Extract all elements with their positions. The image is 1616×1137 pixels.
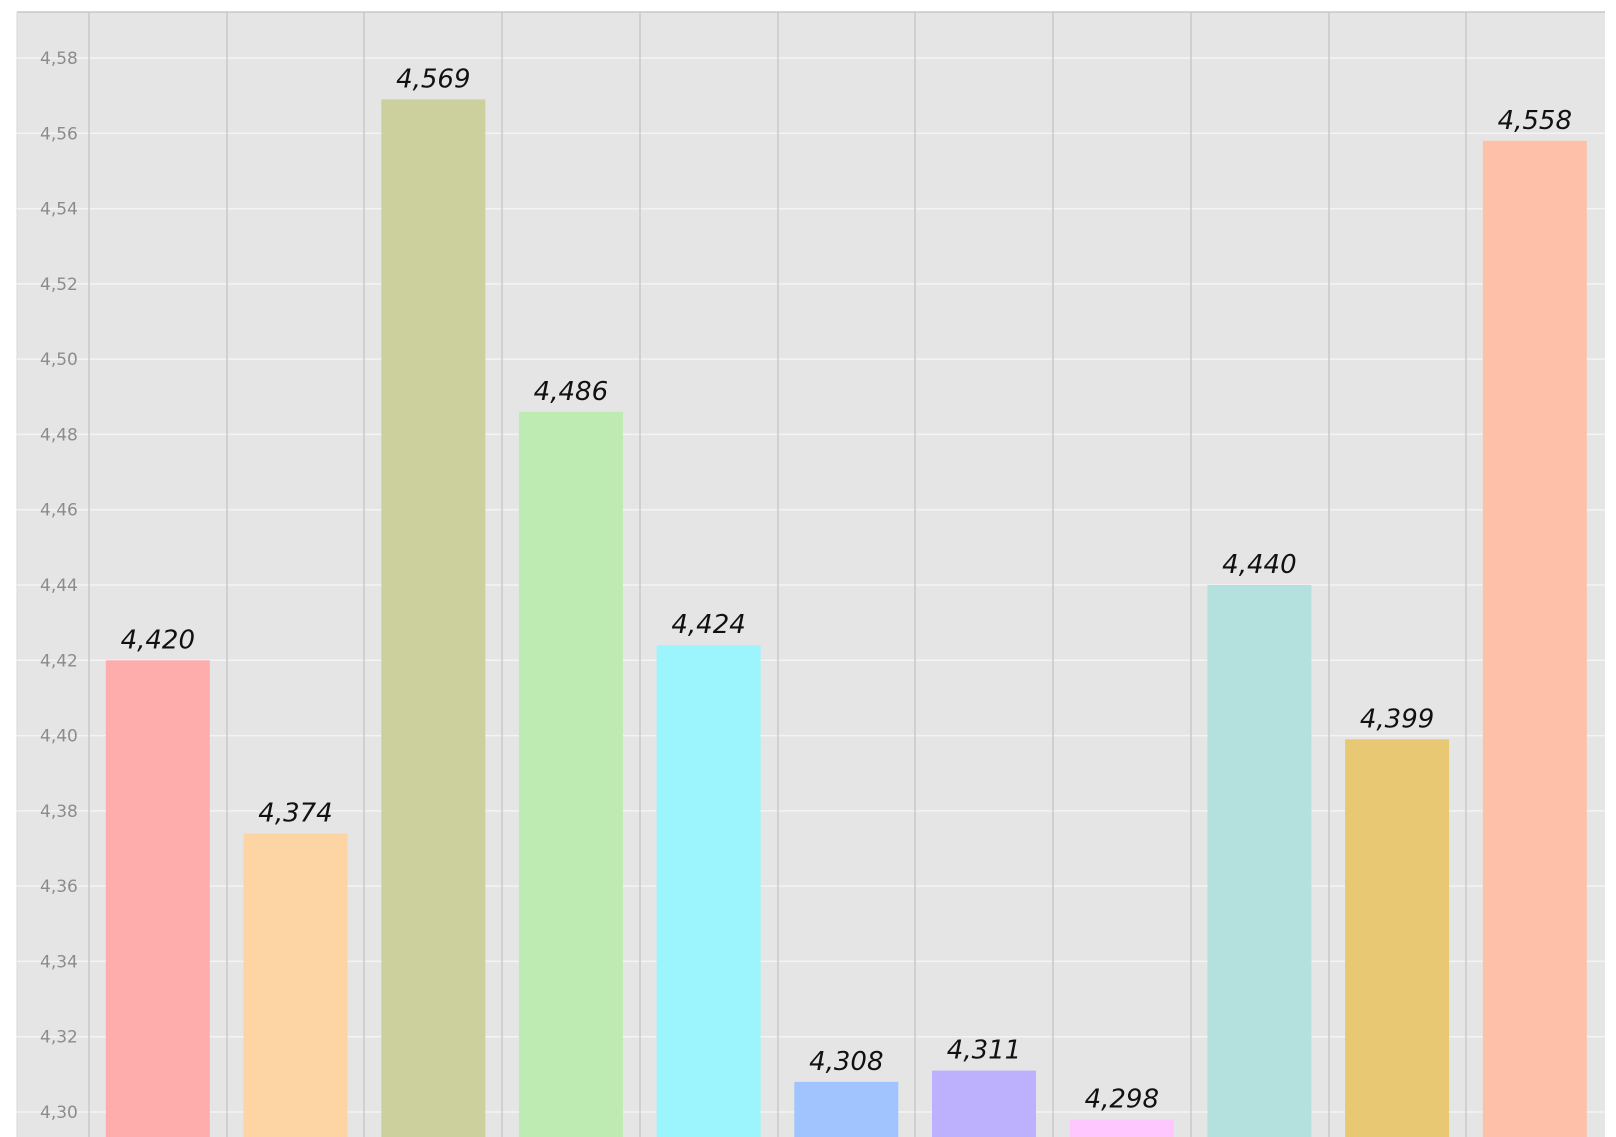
bar-value-label: 4,311 [947, 1036, 1021, 1066]
y-tick-label: 4,40 [40, 727, 78, 747]
y-tick-label: 4,52 [40, 275, 78, 295]
bars-group [105, 99, 1587, 1137]
bar [794, 1081, 899, 1137]
bar-value-label: 4,420 [121, 625, 195, 655]
bar [1345, 739, 1450, 1137]
bar [381, 99, 486, 1137]
y-axis-ticks: 4,30 4,32 4,34 4,36 4,38 4,40 4,42 4,44 4,46 4,48… [40, 49, 78, 1123]
bar [243, 833, 348, 1137]
y-tick-label: 4,44 [40, 576, 78, 596]
bar [105, 660, 210, 1137]
vertical-separators [88, 12, 1467, 1137]
y-tick-label: 4,42 [40, 651, 78, 671]
y-tick-label: 4,32 [40, 1028, 78, 1048]
bar-value-label: 4,558 [1498, 106, 1572, 136]
y-tick-label: 4,54 [40, 200, 78, 220]
data-labels: 4,420 4,374 4,569 4,486 4,424 4,308 4,311 4,298… [121, 64, 1572, 1114]
y-tick-label: 4,58 [40, 49, 78, 69]
y-tick-label: 4,46 [40, 501, 78, 521]
y-tick-label: 4,34 [40, 952, 78, 972]
bar [656, 645, 761, 1137]
bar-value-label: 4,399 [1360, 704, 1434, 734]
y-tick-label: 4,56 [40, 124, 78, 144]
bar [1482, 140, 1587, 1137]
bar [932, 1070, 1036, 1137]
bar-value-label: 4,298 [1085, 1085, 1159, 1115]
bar-value-label: 4,374 [258, 798, 332, 828]
bar-value-label: 4,424 [671, 610, 745, 640]
y-tick-label: 4,38 [40, 802, 78, 822]
bar-value-label: 4,440 [1222, 550, 1296, 580]
y-tick-label: 4,30 [40, 1103, 78, 1123]
bar-value-label: 4,308 [809, 1047, 883, 1077]
bar-value-label: 4,569 [396, 64, 470, 94]
bar [518, 411, 623, 1137]
y-tick-label: 4,50 [40, 350, 78, 370]
bar-value-label: 4,486 [534, 377, 608, 407]
y-tick-label: 4,36 [40, 877, 78, 897]
y-tick-label: 4,48 [40, 425, 78, 445]
bar [1069, 1119, 1174, 1137]
bar [1207, 585, 1312, 1137]
